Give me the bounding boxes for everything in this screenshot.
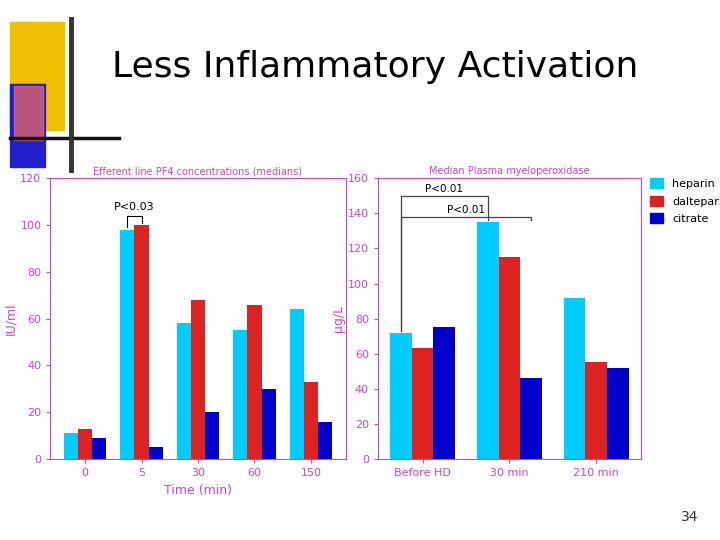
Text: Less Inflammatory Activation: Less Inflammatory Activation	[112, 51, 638, 84]
Bar	[135, 225, 148, 459]
Bar	[205, 412, 219, 459]
Bar	[120, 230, 135, 459]
Bar	[521, 378, 542, 459]
Bar	[585, 362, 607, 459]
Bar	[564, 298, 585, 459]
Bar	[498, 257, 521, 459]
Bar	[78, 429, 92, 459]
Bar	[233, 330, 248, 459]
Title: Efferent line PF4 concentrations (medians): Efferent line PF4 concentrations (median…	[94, 166, 302, 176]
Bar	[477, 222, 498, 459]
Text: P<0.01: P<0.01	[426, 184, 463, 194]
Bar	[607, 368, 629, 459]
Y-axis label: µg/L: µg/L	[332, 305, 345, 332]
Y-axis label: IU/ml: IU/ml	[4, 302, 17, 335]
Bar	[304, 382, 318, 459]
Text: 34: 34	[681, 510, 698, 524]
Bar	[191, 300, 205, 459]
X-axis label: Time (min): Time (min)	[164, 484, 232, 497]
Bar	[148, 447, 163, 459]
Bar	[290, 309, 304, 459]
Bar	[64, 433, 78, 459]
Bar	[261, 389, 276, 459]
Legend: heparin, dalteparin, citrate: heparin, dalteparin, citrate	[650, 178, 720, 224]
Bar	[248, 305, 261, 459]
Text: P<0.03: P<0.03	[114, 202, 155, 212]
Bar	[390, 333, 412, 459]
Bar	[318, 422, 332, 459]
Title: Median Plasma myeloperoxidase: Median Plasma myeloperoxidase	[429, 166, 590, 176]
Text: P<0.01: P<0.01	[447, 205, 485, 215]
Bar	[177, 323, 191, 459]
Bar	[412, 348, 433, 459]
Bar	[433, 327, 455, 459]
Bar	[92, 438, 106, 459]
